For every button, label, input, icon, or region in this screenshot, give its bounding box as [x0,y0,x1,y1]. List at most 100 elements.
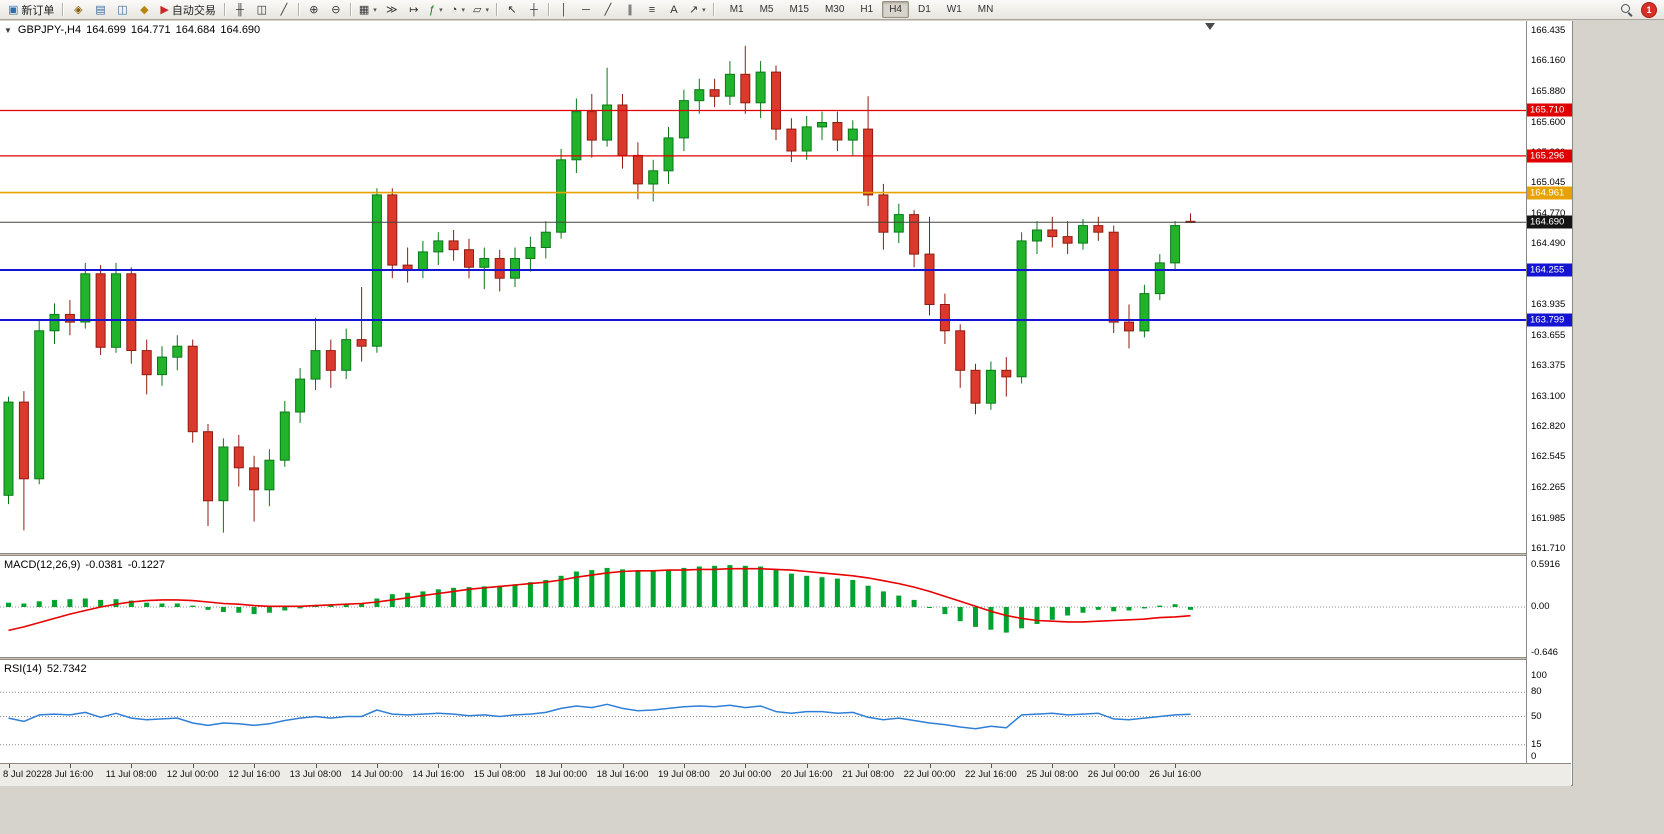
time-axis[interactable]: 8 Jul 2022 8 Jul 16:00 11 Jul 08:00 12 Jul … [0,763,1571,786]
chart-shift-icon-glyph: ↦ [409,3,419,16]
auto-scroll-icon[interactable]: ≫ [381,1,403,19]
time-axis-tick [131,764,133,768]
price-axis[interactable]: 166.435166.160165.880165.600165.320165.0… [1526,21,1572,763]
indicators-icon[interactable]: ƒ ▾ [425,1,447,19]
axis-label: 162.265 [1531,482,1566,494]
time-axis-label: 11 Jul 08:00 [105,769,157,780]
axis-label: 0 [1531,751,1537,762]
new-order-button[interactable]: ▣ 新订单 [3,1,59,19]
bar-chart-icon-glyph: ╫ [235,3,244,16]
time-axis-label: 8 Jul 16:00 [46,769,94,780]
macd-pane[interactable] [0,556,1526,657]
expert-advisors-icon-glyph: ◈ [74,3,83,16]
horizontal-line-icon[interactable]: ─ [575,1,597,19]
horizontal-line-icon-glyph: ─ [582,3,590,16]
time-axis-tick [192,764,194,768]
macd-signal-value: -0.1227 [127,559,166,571]
one-click-trading-toggle[interactable]: ▼ [4,26,12,35]
toolbar-separator [712,3,715,16]
periods-icon[interactable]: ◔ ▾ [447,1,469,19]
bar-chart-icon[interactable]: ╫ [229,1,251,19]
trendline-icon[interactable]: ╱ [597,1,619,19]
dropdown-caret-icon[interactable]: ▾ [485,6,489,14]
price-line-badge: 165.710 [1527,103,1572,117]
time-axis-label: 20 Jul 16:00 [780,769,833,780]
text-icon[interactable]: A [663,1,685,19]
axis-label: 163.655 [1531,329,1566,341]
line-chart-icon[interactable]: ╱ [273,1,295,19]
toolbar-separator [349,3,352,16]
navigator-icon[interactable]: ◆ [133,1,155,19]
equidistant-channel-icon[interactable]: ∥ [619,1,641,19]
chart-shift-icon[interactable]: ↦ [403,1,425,19]
chart-low-value: 164.684 [175,24,216,36]
axis-label: 164.770 [1531,207,1566,219]
time-axis-label: 14 Jul 16:00 [412,769,465,780]
toolbar-buttons-group: ▣ 新订单 ◈ ▤ ◫ ◆ ▶ 自动交易 ╫ ◫ ╱ ⊕ ⊖ ▦ ▾ ≫ ↦ ƒ ▾ ◔ ▾ ▱ ▾ ↖ ┼ │ ─ ╱ ∥ ≡ A ↗ ▾ [3,0,718,19]
data-window-icon[interactable]: ◫ [111,1,133,19]
templates-icon[interactable]: ▱ ▾ [469,1,493,19]
line-chart-icon-glyph: ╱ [280,3,288,16]
timeframe-button-d1[interactable]: D1 [918,4,931,15]
rsi-pane[interactable] [0,660,1526,763]
candlestick-chart-icon[interactable]: ◫ [251,1,273,19]
arrows-icon-glyph: ↗ [688,3,699,16]
time-axis-label: 22 Jul 16:00 [965,769,1017,780]
data-window-icon-glyph: ◫ [117,3,128,16]
market-watch-icon[interactable]: ▤ [89,1,111,19]
timeframe-button-w1[interactable]: W1 [946,4,962,15]
expert-advisors-icon[interactable]: ◈ [67,1,89,19]
timeframe-button-mn[interactable]: MN [977,4,994,15]
dropdown-caret-icon[interactable]: ▾ [702,6,706,14]
fibonacci-icon[interactable]: ≡ [641,1,663,19]
axis-label: 15 [1531,738,1542,750]
timeframe-button-h1[interactable]: H1 [860,4,874,15]
zoom-in-icon-glyph: ⊕ [309,3,319,16]
time-axis-label: 18 Jul 00:00 [535,769,587,780]
vertical-line-icon[interactable]: │ [553,1,575,19]
price-line-badge: 164.255 [1527,263,1572,277]
zoom-in-icon[interactable]: ⊕ [303,1,325,19]
axis-label: 163.375 [1531,360,1566,372]
text-icon-glyph: A [670,3,678,16]
dropdown-caret-icon[interactable]: ▾ [461,6,465,14]
notification-badge[interactable]: 1 [1641,1,1657,18]
time-axis-label: 21 Jul 08:00 [842,769,894,780]
axis-label: 166.160 [1531,55,1566,67]
timeframe-toolbar: M1 M5 M15 M30 H1 H4 D1 W1 MN [722,0,1002,19]
tile-windows-icon-glyph: ▦ [358,3,370,16]
pane-separator[interactable] [0,553,1571,556]
macd-main-value: -0.0381 [85,559,123,571]
time-axis-tick [745,764,747,768]
axis-label: 161.985 [1531,512,1566,524]
market-watch-icon-glyph: ▤ [95,3,106,16]
timeframe-button-m1[interactable]: M1 [729,4,744,15]
timeframe-button-m15[interactable]: M15 [789,4,809,15]
autotrading-button[interactable]: ▶ 自动交易 [155,1,220,19]
new-order-glyph: ▣ [8,3,19,16]
horizontal-price-lines[interactable] [0,109,1526,321]
arrows-icon[interactable]: ↗ ▾ [685,1,710,19]
search-icon[interactable] [1620,3,1633,16]
axis-label: 0.5916 [1531,558,1561,570]
timeframe-button-m5[interactable]: M5 [759,4,774,15]
timeframe-button-h4[interactable]: H4 [882,1,909,18]
crosshair-icon[interactable]: ┼ [523,1,545,19]
dropdown-caret-icon[interactable]: ▾ [439,6,443,14]
time-axis-label: 13 Jul 08:00 [289,769,342,780]
toolbar-separator [547,3,550,16]
tile-windows-icon[interactable]: ▦ ▾ [355,1,381,19]
cursor-icon[interactable]: ↖ [501,1,523,19]
chart-shift-marker[interactable] [1205,23,1215,30]
toolbar-separator [223,3,226,16]
time-axis-label: 26 Jul 00:00 [1087,769,1140,780]
autotrading-button-label: 自动交易 [171,4,216,17]
axis-label: 165.045 [1531,177,1566,189]
crosshair-icon-glyph: ┼ [530,3,538,16]
pane-separator[interactable] [0,657,1571,660]
zoom-out-icon[interactable]: ⊖ [325,1,347,19]
dropdown-caret-icon[interactable]: ▾ [373,6,377,14]
price-chart-pane[interactable] [0,21,1526,553]
timeframe-button-m30[interactable]: M30 [824,4,845,15]
